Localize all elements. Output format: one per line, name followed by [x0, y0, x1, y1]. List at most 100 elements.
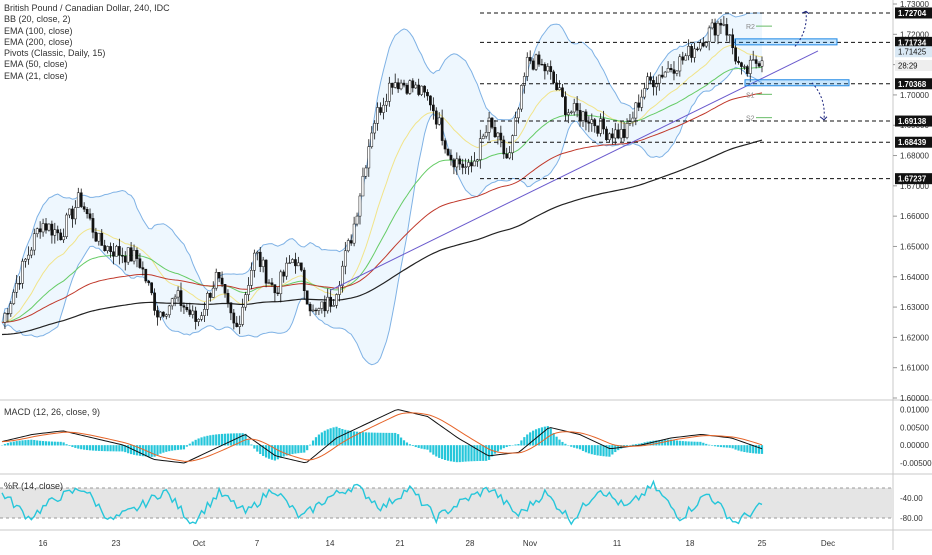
macd-histogram-bar	[696, 442, 698, 446]
candle-body	[324, 302, 326, 311]
macd-histogram-bar	[497, 445, 499, 451]
candle-body	[661, 75, 663, 77]
chart-title: British Pound / Canadian Dollar, 240, ID…	[4, 3, 170, 14]
macd-histogram-bar	[115, 445, 117, 451]
candle-body	[183, 306, 185, 308]
bearish-arrowhead	[820, 117, 827, 120]
macd-histogram-bar	[459, 445, 461, 462]
candle-body	[256, 252, 258, 253]
candle-body	[752, 60, 754, 61]
candle-body	[148, 281, 150, 283]
candle-body	[509, 153, 511, 158]
candle-body	[136, 250, 138, 258]
macd-histogram-bar	[89, 445, 91, 450]
candle-body	[415, 85, 417, 88]
macd-histogram-bar	[676, 440, 678, 445]
candle-body	[107, 246, 109, 250]
macd-histogram-bar	[156, 445, 158, 455]
macd-histogram-bar	[171, 445, 173, 450]
candle-body	[321, 302, 323, 309]
candle-body	[54, 230, 56, 235]
candle-body	[10, 304, 12, 314]
candle-body	[409, 81, 411, 94]
macd-histogram-bar	[693, 442, 695, 446]
candle-body	[230, 303, 232, 313]
candle-body	[139, 259, 141, 268]
candle-body	[376, 107, 378, 123]
candle-body	[400, 83, 402, 89]
candle-body	[362, 176, 364, 196]
candle-body	[332, 305, 334, 306]
candle-body	[165, 315, 167, 317]
macd-histogram-bar	[291, 445, 293, 454]
candle-body	[306, 291, 308, 304]
macd-histogram-bar	[746, 445, 748, 452]
candle-body	[506, 154, 508, 158]
x-tick-label: Dec	[821, 539, 835, 548]
candle-body	[51, 224, 53, 235]
macd-histogram-bar	[550, 428, 552, 445]
candle-body	[189, 310, 191, 315]
candle-body	[209, 293, 211, 297]
candle-body	[465, 167, 467, 168]
macd-histogram-bar	[209, 435, 211, 445]
candle-body	[749, 60, 751, 73]
candle-body	[717, 23, 719, 35]
support-zone	[745, 80, 849, 86]
legend-ema200: EMA (200, close)	[4, 37, 170, 48]
legend-ema21: EMA (21, close)	[4, 71, 170, 82]
price-legend: British Pound / Canadian Dollar, 240, ID…	[4, 3, 170, 82]
candle-body	[605, 129, 607, 140]
candle-body	[453, 160, 455, 167]
macd-histogram-bar	[16, 441, 18, 445]
macd-histogram-bar	[406, 442, 408, 445]
macd-histogram-bar	[306, 445, 308, 450]
candle-body	[327, 297, 329, 311]
candle-body	[104, 246, 106, 251]
candle-body	[544, 64, 546, 71]
macd-histogram-bar	[400, 438, 402, 446]
candle-body	[215, 272, 217, 288]
macd-histogram-bar	[412, 445, 414, 446]
candle-body	[77, 193, 79, 208]
candle-body	[127, 248, 129, 262]
macd-histogram-bar	[503, 445, 505, 448]
candle-body	[180, 291, 182, 306]
candle-body	[696, 49, 698, 50]
macd-histogram-bar	[63, 442, 65, 445]
candle-body	[567, 113, 569, 115]
candle-body	[547, 66, 549, 70]
x-tick-label: 28	[466, 539, 475, 548]
candle-body	[729, 35, 731, 36]
x-tick-label: Oct	[193, 539, 206, 548]
candle-body	[159, 312, 161, 317]
macd-histogram-bar	[186, 445, 188, 446]
y-tick-label: 1.62000	[900, 333, 929, 342]
macd-histogram-bar	[45, 441, 47, 445]
macd-histogram-bar	[488, 445, 490, 460]
macd-histogram-bar	[664, 440, 666, 446]
willr-label: %R (14, close)	[4, 481, 63, 491]
candle-body	[676, 71, 678, 73]
macd-histogram-bar	[705, 444, 707, 446]
candle-body	[303, 270, 305, 291]
willr-tick-label: -40.00	[900, 494, 923, 503]
macd-histogram-bar	[60, 442, 62, 446]
candle-body	[162, 312, 164, 316]
candle-body	[418, 85, 420, 95]
candle-body	[133, 250, 135, 261]
macd-histogram-bar	[585, 445, 587, 452]
macd-histogram-bar	[148, 445, 150, 457]
candle-body	[561, 88, 563, 97]
candle-body	[198, 319, 200, 321]
y-tick-label: 1.65000	[900, 242, 929, 251]
candle-body	[356, 216, 358, 224]
candle-body	[444, 141, 446, 149]
candle-body	[394, 83, 396, 88]
candle-body	[426, 92, 428, 96]
macd-histogram-bar	[288, 445, 290, 455]
macd-histogram-bar	[376, 433, 378, 446]
candle-body	[218, 272, 220, 278]
